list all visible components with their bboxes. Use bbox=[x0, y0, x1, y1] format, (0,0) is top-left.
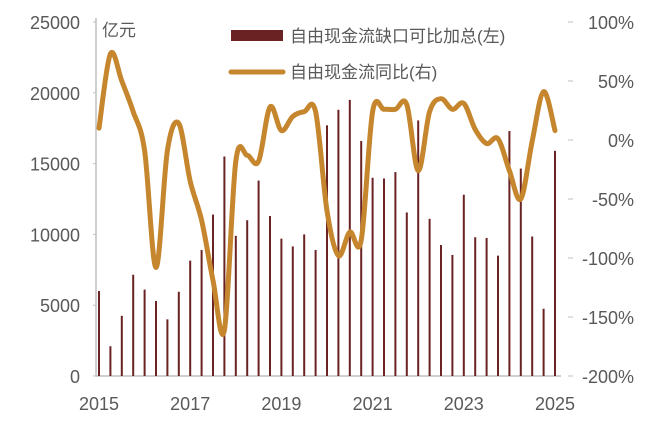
bar-2022Q4 bbox=[451, 255, 453, 376]
bar-2015Q1 bbox=[98, 291, 100, 376]
legend-bar-label: 自由现金流缺口可比加总(左) bbox=[290, 27, 505, 46]
bar-2021Q4 bbox=[406, 212, 408, 376]
bar-2018Q4 bbox=[269, 216, 271, 376]
bar-2024Q3 bbox=[531, 237, 533, 376]
bar-2019Q2 bbox=[292, 246, 294, 376]
bar-2022Q1 bbox=[417, 120, 419, 376]
left-tick-label: 15000 bbox=[30, 155, 80, 175]
bar-2023Q2 bbox=[474, 237, 476, 376]
right-tick-label: -200% bbox=[582, 367, 634, 387]
x-tick-label: 2025 bbox=[535, 394, 575, 414]
bar-2017Q4 bbox=[223, 157, 225, 376]
x-tick-label: 2019 bbox=[261, 394, 301, 414]
right-tick-label: 0% bbox=[608, 131, 634, 151]
bar-2023Q3 bbox=[486, 238, 488, 376]
bar-2016Q2 bbox=[155, 301, 157, 376]
left-tick-label: 10000 bbox=[30, 225, 80, 245]
right-tick-label: -150% bbox=[582, 308, 634, 328]
x-tick-label: 2021 bbox=[353, 394, 393, 414]
legend-bar-swatch bbox=[231, 30, 283, 41]
bar-2015Q2 bbox=[109, 346, 111, 376]
bar-2022Q3 bbox=[440, 245, 442, 376]
bar-2019Q3 bbox=[303, 234, 305, 376]
bar-2020Q2 bbox=[337, 110, 339, 376]
bar-2015Q3 bbox=[121, 316, 123, 376]
bar-2016Q3 bbox=[166, 319, 168, 376]
bar-2015Q4 bbox=[132, 275, 134, 376]
bar-2021Q2 bbox=[383, 178, 385, 376]
bar-2023Q4 bbox=[497, 256, 499, 376]
right-tick-label: 100% bbox=[588, 13, 634, 33]
left-tick-label: 5000 bbox=[40, 296, 80, 316]
bar-2025Q1 bbox=[554, 151, 556, 376]
bar-2016Q1 bbox=[144, 290, 146, 376]
bar-2021Q3 bbox=[394, 172, 396, 376]
bar-2018Q3 bbox=[258, 181, 260, 376]
bar-2018Q1 bbox=[235, 236, 237, 376]
x-tick-label: 2023 bbox=[444, 394, 484, 414]
bar-2022Q2 bbox=[429, 219, 431, 376]
bar-2020Q4 bbox=[360, 141, 362, 376]
right-tick-label: 50% bbox=[598, 72, 634, 92]
left-axis-unit: 亿元 bbox=[102, 21, 136, 40]
left-tick-label: 25000 bbox=[30, 13, 80, 33]
left-tick-label: 20000 bbox=[30, 84, 80, 104]
bar-2019Q1 bbox=[280, 239, 282, 376]
bar-2016Q4 bbox=[178, 292, 180, 376]
legend-line-label: 自由现金流同比(右) bbox=[290, 63, 437, 82]
bar-2019Q4 bbox=[315, 250, 317, 376]
bar-2017Q2 bbox=[201, 250, 203, 376]
legend: 自由现金流缺口可比加总(左) 自由现金流同比(右) bbox=[231, 27, 505, 82]
right-tick-label: -100% bbox=[582, 249, 634, 269]
bar-2020Q1 bbox=[326, 125, 328, 376]
bar-2024Q4 bbox=[543, 309, 545, 376]
bar-2023Q1 bbox=[463, 195, 465, 376]
x-tick-label: 2017 bbox=[170, 394, 210, 414]
bar-2018Q2 bbox=[246, 220, 248, 376]
bar-2021Q1 bbox=[372, 178, 374, 376]
left-tick-label: 0 bbox=[70, 367, 80, 387]
bar-2017Q1 bbox=[189, 261, 191, 376]
right-tick-label: -50% bbox=[592, 190, 634, 210]
x-tick-label: 2015 bbox=[79, 394, 119, 414]
